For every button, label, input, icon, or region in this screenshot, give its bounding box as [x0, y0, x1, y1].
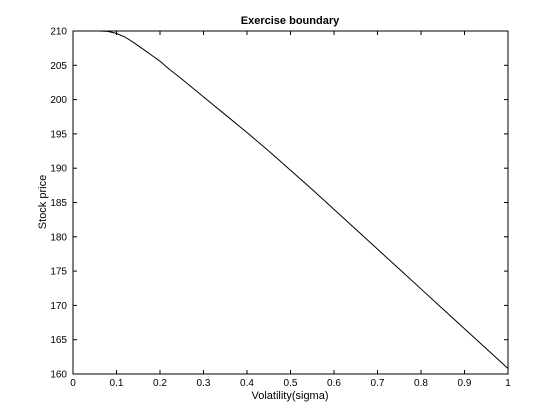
x-tick-label: 0.3 [197, 378, 211, 389]
y-tick-label: 175 [50, 267, 67, 278]
series-line [73, 30, 509, 369]
y-tick-label: 180 [50, 232, 67, 243]
x-axis-label: Volatility(sigma) [251, 390, 328, 402]
x-tick-label: 0.7 [371, 378, 385, 389]
y-axis-ticks: 160 165 170 175 180 185 190 195 200 205 210 [50, 27, 508, 381]
y-tick-label: 210 [50, 27, 67, 38]
y-tick-label: 170 [50, 301, 67, 312]
y-tick-label: 195 [50, 129, 67, 140]
x-tick-label: 0 [70, 378, 76, 389]
y-tick-label: 200 [50, 95, 67, 106]
x-tick-label: 0.4 [240, 378, 254, 389]
x-tick-label: 0.6 [327, 378, 341, 389]
plot-frame [72, 30, 509, 375]
x-tick-label: 0.2 [153, 378, 167, 389]
x-tick-label: 0.5 [284, 378, 298, 389]
x-tick-label: 1 [505, 378, 511, 389]
plot-background [73, 31, 508, 374]
x-tick-label: 0.8 [414, 378, 428, 389]
y-tick-label: 160 [50, 370, 67, 381]
x-tick-label: 0.9 [458, 378, 472, 389]
y-tick-label: 205 [50, 61, 67, 72]
x-tick-label: 0.1 [110, 378, 124, 389]
x-axis-ticks: 0 0.1 0.2 0.3 0.4 0.5 0.6 0.7 0.8 0.9 1 [70, 31, 511, 389]
y-tick-label: 185 [50, 198, 67, 209]
y-tick-label: 190 [50, 164, 67, 175]
chart-title: Exercise boundary [241, 15, 340, 27]
y-axis-label: Stock price [37, 175, 49, 229]
y-tick-label: 165 [50, 335, 67, 346]
